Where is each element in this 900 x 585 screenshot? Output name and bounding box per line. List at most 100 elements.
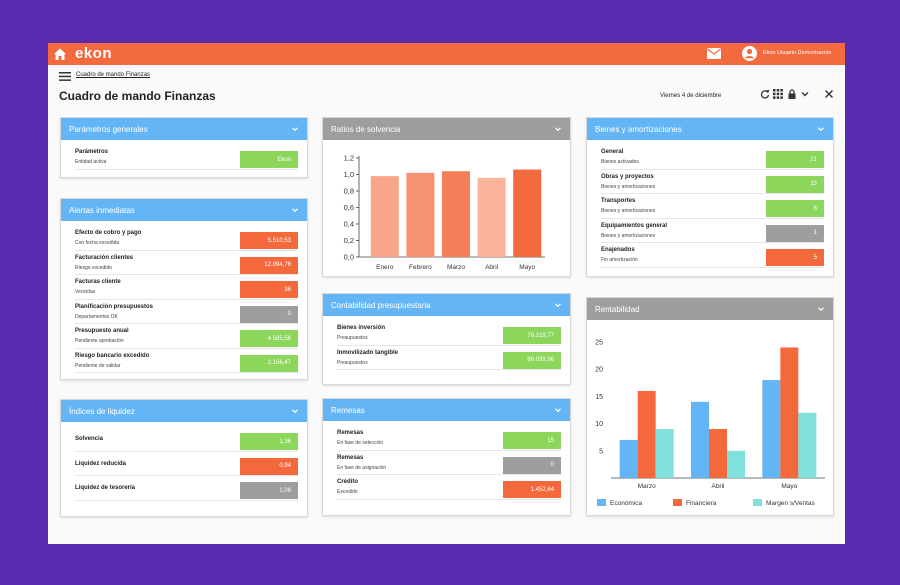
list-item[interactable]: Presupuesto anual Pendiente aprobación 4.5…	[75, 324, 298, 349]
card-ratios: Ratios de solvencia 0,0 0,2 0,4 0,6 0,8 1,0 1,…	[322, 117, 571, 277]
card-header[interactable]: Remesas	[323, 399, 570, 421]
list-item[interactable]: Enajenados Fin amortización 5	[601, 243, 824, 268]
item-label: Parámetros	[75, 149, 109, 155]
mail-icon[interactable]	[707, 48, 721, 59]
x-tick-label: Febrero	[409, 264, 432, 271]
item-sublabel: Bienes activados	[601, 159, 639, 165]
value-badge[interactable]: 1	[766, 224, 824, 242]
list-item[interactable]: Facturación clientes Riesgo excedido 12.89…	[75, 251, 298, 275]
list-item[interactable]: Inmovilizado tangible Presupuestos 86.039,…	[337, 346, 561, 370]
list-item[interactable]: Facturas cliente Vencidas 36	[75, 275, 298, 300]
grid-apps-icon[interactable]	[773, 89, 783, 99]
item-sublabel: En fase de asignación	[337, 464, 387, 471]
chevron-down-icon[interactable]	[291, 125, 299, 133]
item-label: Remesas	[337, 454, 364, 461]
list-item[interactable]: Parámetros Entidad activa Ekon	[75, 145, 298, 170]
value-badge[interactable]: 21	[766, 151, 824, 168]
item-sublabel: Pendiente de validar	[75, 362, 121, 369]
item-label: General	[601, 149, 624, 155]
bar	[406, 172, 435, 257]
card-header[interactable]: Parámetros generales	[61, 118, 307, 140]
value-badge[interactable]: 15	[503, 432, 561, 449]
hamburger-menu-icon[interactable]	[59, 72, 71, 81]
chevron-down-icon[interactable]	[800, 89, 810, 99]
card-header[interactable]: Ratios de solvencia	[323, 118, 570, 140]
value-badge[interactable]: 1.452,64	[503, 481, 561, 498]
value-badge[interactable]: 2.156,47	[240, 354, 298, 372]
y-tick-label: 0,2	[344, 236, 354, 245]
item-sublabel: Bienes y amortizaciones	[601, 232, 656, 239]
list-item[interactable]: Remesas En fase de selección 15	[337, 426, 561, 451]
chevron-down-icon[interactable]	[291, 407, 299, 415]
card-title: Alertas inmediatas	[69, 205, 135, 215]
list-item[interactable]: Liquidez de tesorería 1,06	[75, 476, 298, 501]
y-tick-label: 5	[599, 448, 603, 455]
lock-icon[interactable]	[787, 89, 797, 99]
value-badge[interactable]: 0,94	[240, 457, 298, 475]
list-item[interactable]: Obras y proyectos Bienes y amortizaciones…	[601, 170, 824, 194]
list-item[interactable]: Planificación presupuestos Departamentos …	[75, 300, 298, 324]
card-header[interactable]: Bienes y amortizaciones	[587, 118, 833, 140]
list-item[interactable]: Solvencia 1,36	[75, 427, 298, 452]
list-item[interactable]: Bienes inversión Presupuestos 78.219,77	[337, 321, 561, 346]
chevron-down-icon[interactable]	[817, 305, 825, 313]
bar	[762, 380, 781, 478]
close-icon[interactable]	[824, 89, 834, 99]
value-badge[interactable]: 5	[766, 249, 824, 266]
list-item[interactable]: Riesgo bancario excedido Pendiente de val…	[75, 349, 298, 373]
value-badge[interactable]: 36	[240, 281, 298, 298]
list-item[interactable]: Remesas En fase de asignación 0	[337, 451, 561, 475]
list-item[interactable]: General Bienes activados 21	[601, 145, 824, 170]
value-badge[interactable]: 5.510,53	[240, 232, 298, 249]
value-badge[interactable]: 78.219,77	[503, 327, 561, 344]
value-badge[interactable]: 1,06	[240, 482, 298, 499]
y-tick-label: 20	[595, 367, 603, 374]
value-badge[interactable]: 12.894,76	[240, 256, 298, 274]
x-tick-label: Marzo	[638, 483, 656, 490]
bar	[709, 429, 727, 478]
list-item[interactable]: Equipamientos general Bienes y amortizaci…	[601, 219, 824, 243]
value-badge[interactable]: 0	[240, 305, 298, 323]
home-icon[interactable]	[53, 47, 67, 61]
card-rows: Bienes inversión Presupuestos 78.219,77 Inm…	[323, 316, 570, 370]
y-tick-label: 25	[595, 340, 603, 347]
value-badge[interactable]: Ekon	[240, 151, 298, 168]
legend-label: Financiera	[686, 500, 717, 507]
chevron-down-icon[interactable]	[817, 125, 825, 133]
value-badge[interactable]: 4.585,56	[240, 330, 298, 347]
value-badge[interactable]: 6	[766, 200, 824, 217]
chevron-down-icon[interactable]	[554, 125, 562, 133]
value-badge[interactable]: 1,36	[240, 433, 298, 450]
legend-swatch	[753, 499, 762, 506]
user-avatar-icon[interactable]	[742, 46, 757, 61]
card-rows: Efecto de cobro y pago Con fecha excedida…	[61, 221, 307, 373]
list-item[interactable]: Efecto de cobro y pago Con fecha excedida…	[75, 226, 298, 251]
x-tick-label: Enero	[376, 264, 394, 271]
card-header[interactable]: Alertas inmediatas	[61, 199, 307, 221]
rentabilidad-bar-chart: 5 10 15 20 25 Marzo Abril Mayo Económica Financie…	[595, 340, 825, 507]
value-badge[interactable]: 15	[766, 175, 824, 193]
y-tick-label: 0,0	[344, 253, 354, 262]
list-item[interactable]: Crédito Excedido 1.452,64	[337, 475, 561, 500]
card-header[interactable]: Contabilidad presupuestaria	[323, 294, 570, 316]
bar	[370, 176, 399, 257]
refresh-icon[interactable]	[760, 89, 770, 99]
item-sublabel: Bienes y amortizaciones	[601, 208, 656, 214]
value-badge[interactable]: 0	[503, 456, 561, 474]
breadcrumb[interactable]: Cuadro de mando Finanzas	[76, 72, 151, 78]
ratios-bar-chart: 0,0 0,2 0,4 0,6 0,8 1,0 1,2 Enero Febrero Marzo Ab…	[344, 154, 545, 271]
card-rows: Parámetros Entidad activa Ekon	[61, 140, 307, 170]
card-title: Bienes y amortizaciones	[595, 124, 682, 134]
card-header[interactable]: Índices de liquidez	[61, 400, 307, 422]
card-header[interactable]: Rentabilidad	[587, 298, 833, 320]
chevron-down-icon[interactable]	[554, 301, 562, 309]
x-tick-label: Abril	[711, 483, 725, 490]
chevron-down-icon[interactable]	[291, 206, 299, 214]
chevron-down-icon[interactable]	[554, 406, 562, 414]
item-label: Planificación presupuestos	[75, 303, 154, 310]
value-badge[interactable]: 86.039,96	[503, 351, 561, 369]
list-item[interactable]: Liquidez reducida 0,94	[75, 452, 298, 476]
list-item[interactable]: Transportes Bienes y amortizaciones 6	[601, 194, 824, 219]
card-rows: Remesas En fase de selección 15 Remesas En f…	[323, 421, 570, 500]
user-name[interactable]: Ekon Usuario Demostración	[763, 50, 832, 56]
